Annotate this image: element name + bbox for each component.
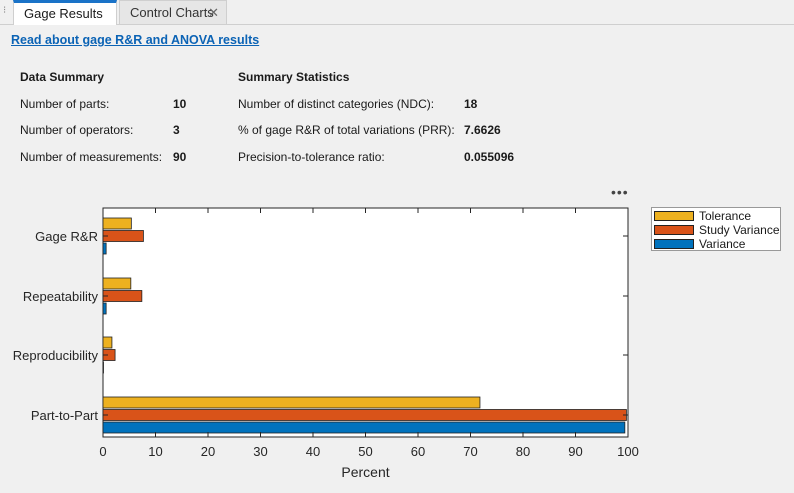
x-tick-label: 70: [463, 444, 477, 459]
legend-swatch: [654, 211, 694, 221]
legend-label: Tolerance: [699, 209, 752, 223]
tab-gage-results[interactable]: Gage Results: [13, 0, 117, 25]
data-summary-title: Data Summary: [20, 70, 105, 84]
data-summary-value: 3: [173, 123, 180, 137]
x-tick-label: 60: [411, 444, 425, 459]
legend-label: Study Variance: [699, 223, 780, 237]
data-summary-label: Number of measurements:: [20, 150, 163, 164]
x-tick-label: 10: [148, 444, 162, 459]
close-icon[interactable]: ✕: [208, 5, 219, 20]
x-tick-label: 40: [306, 444, 320, 459]
summary-statistics-label: Number of distinct categories (NDC):: [238, 97, 435, 111]
legend-swatch: [654, 225, 694, 235]
bar: [102, 242, 107, 255]
x-tick-label: 80: [516, 444, 530, 459]
tab-label: Control Charts: [130, 5, 214, 20]
bar: [102, 302, 107, 315]
data-summary-label: Number of operators:: [20, 123, 134, 137]
x-tick-label: 90: [568, 444, 582, 459]
chart-legend: Tolerance Study Variance Variance: [651, 207, 781, 251]
bar: [102, 421, 626, 434]
ellipsis-icon[interactable]: •••: [611, 184, 629, 200]
bar: [102, 230, 144, 242]
bar: [102, 217, 132, 230]
x-tick-label: 0: [99, 444, 106, 459]
bar: [102, 290, 143, 302]
legend-swatch: [654, 239, 694, 249]
y-tick-label: Part-to-Part: [31, 408, 99, 423]
bar: [102, 409, 627, 421]
x-tick-label: 100: [617, 444, 639, 459]
y-tick-label: Repeatability: [23, 289, 99, 304]
x-tick-label: 50: [358, 444, 372, 459]
summary-statistics-label: Precision-to-tolerance ratio:: [238, 150, 385, 164]
x-axis-label: Percent: [341, 464, 389, 480]
y-tick-label: Gage R&R: [35, 229, 98, 244]
x-tick-label: 20: [201, 444, 215, 459]
bar: [102, 361, 104, 374]
summary-statistics-value: 0.055096: [464, 150, 515, 164]
summary-statistics-title: Summary Statistics: [238, 70, 350, 84]
bar: [102, 396, 481, 409]
help-link[interactable]: Read about gage R&R and ANOVA results: [11, 33, 260, 47]
y-tick-label: Reproducibility: [13, 348, 99, 363]
tab-control-charts[interactable]: Control Charts ✕: [119, 0, 227, 24]
legend-label: Variance: [699, 237, 746, 251]
bar: [102, 336, 113, 349]
data-summary-value: 10: [173, 97, 187, 111]
data-summary-value: 90: [173, 150, 187, 164]
x-tick-label: 30: [253, 444, 267, 459]
tab-bar: ⁝ Gage Results Control Charts ✕: [0, 0, 794, 25]
summary-statistics-value: 18: [464, 97, 478, 111]
summary-statistics-label: % of gage R&R of total variations (PRR):: [238, 123, 455, 137]
bar: [102, 277, 132, 290]
tab-label: Gage Results: [24, 6, 103, 21]
drag-handle-icon[interactable]: ⁝: [3, 5, 7, 16]
summary-statistics-value: 7.6626: [464, 123, 501, 137]
data-summary-label: Number of parts:: [20, 97, 110, 111]
